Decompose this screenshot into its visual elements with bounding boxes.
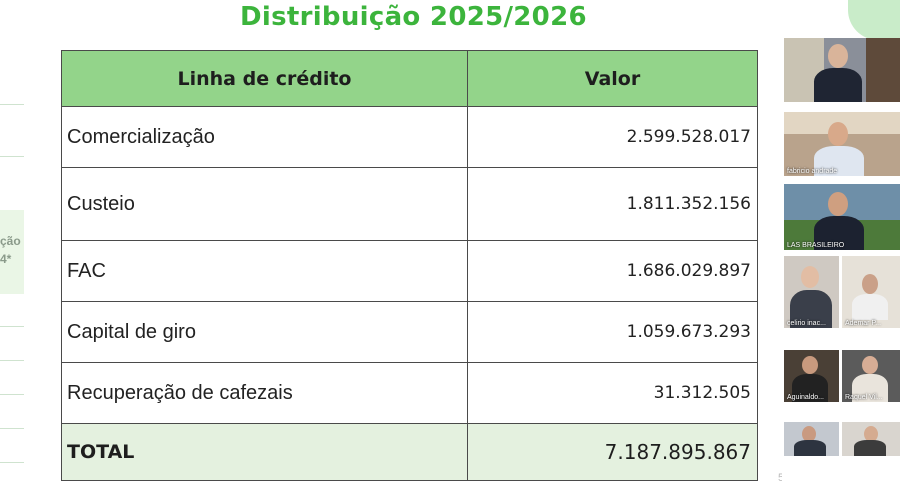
participant-video-tile[interactable] [784, 422, 839, 456]
participant-name: LAS BRASILEIRO [787, 242, 845, 249]
row-label: Comercialização [61, 106, 468, 168]
row-label: Recuperação de cafezais [61, 362, 468, 424]
participant-name: Raquel Vil... [845, 394, 883, 401]
row-value: 1.059.673.293 [467, 301, 758, 363]
table-row: Capital de giro 1.059.673.293 [61, 301, 758, 363]
participant-name: fabricio andrade [787, 168, 838, 175]
total-label: TOTAL [61, 423, 468, 481]
divider [0, 156, 24, 157]
fragment-text: 4* [0, 252, 12, 266]
fragment-text: ção [0, 234, 21, 248]
table-row: Custeio 1.811.352.156 [61, 167, 758, 241]
previous-slide-fragment: ção 4* [0, 100, 24, 480]
row-value: 2.599.528.017 [467, 106, 758, 168]
table-row: FAC 1.686.029.897 [61, 240, 758, 302]
participant-video-tile[interactable]: LAS BRASILEIRO [784, 184, 900, 250]
presentation-slide: Distribuição 2025/2026 ção 4* Linha de c… [0, 2, 782, 484]
table-header-row: Linha de crédito Valor [61, 50, 758, 107]
divider [0, 428, 24, 429]
participants-video-panel: fabricio andrade LAS BRASILEIRO celirio … [784, 38, 900, 462]
row-label: Capital de giro [61, 301, 468, 363]
column-header-credit-line: Linha de crédito [61, 50, 468, 107]
divider [0, 104, 24, 105]
participant-video-tile[interactable] [842, 422, 900, 456]
participant-video-tile[interactable]: Aguinaldo... [784, 350, 839, 402]
row-value: 31.312.505 [467, 362, 758, 424]
table-row: Recuperação de cafezais 31.312.505 [61, 362, 758, 424]
participant-name: celirio inac... [787, 320, 826, 327]
row-value: 1.811.352.156 [467, 167, 758, 241]
divider [0, 394, 24, 395]
highlight-band [0, 210, 24, 294]
slide-title: Distribuição 2025/2026 [240, 2, 587, 32]
credit-distribution-table: Linha de crédito Valor Comercialização 2… [61, 50, 758, 481]
table-total-row: TOTAL 7.187.895.867 [61, 423, 758, 481]
divider [0, 462, 24, 463]
row-value: 1.686.029.897 [467, 240, 758, 302]
participant-video-tile[interactable]: celirio inac... [784, 256, 839, 328]
participant-name: Ademar P... [845, 320, 882, 327]
participant-video-tile[interactable]: Raquel Vil... [842, 350, 900, 402]
table-row: Comercialização 2.599.528.017 [61, 106, 758, 168]
column-header-value: Valor [467, 50, 758, 107]
row-label: Custeio [61, 167, 468, 241]
participant-video-tile[interactable]: fabricio andrade [784, 112, 900, 176]
decorative-leaf-shape [848, 0, 900, 40]
total-value: 7.187.895.867 [467, 423, 758, 481]
slide-page-number: 5 [778, 472, 782, 484]
divider [0, 360, 24, 361]
participant-video-tile[interactable] [784, 38, 900, 102]
participant-video-tile[interactable]: Ademar P... [842, 256, 900, 328]
row-label: FAC [61, 240, 468, 302]
divider [0, 326, 24, 327]
participant-name: Aguinaldo... [787, 394, 824, 401]
